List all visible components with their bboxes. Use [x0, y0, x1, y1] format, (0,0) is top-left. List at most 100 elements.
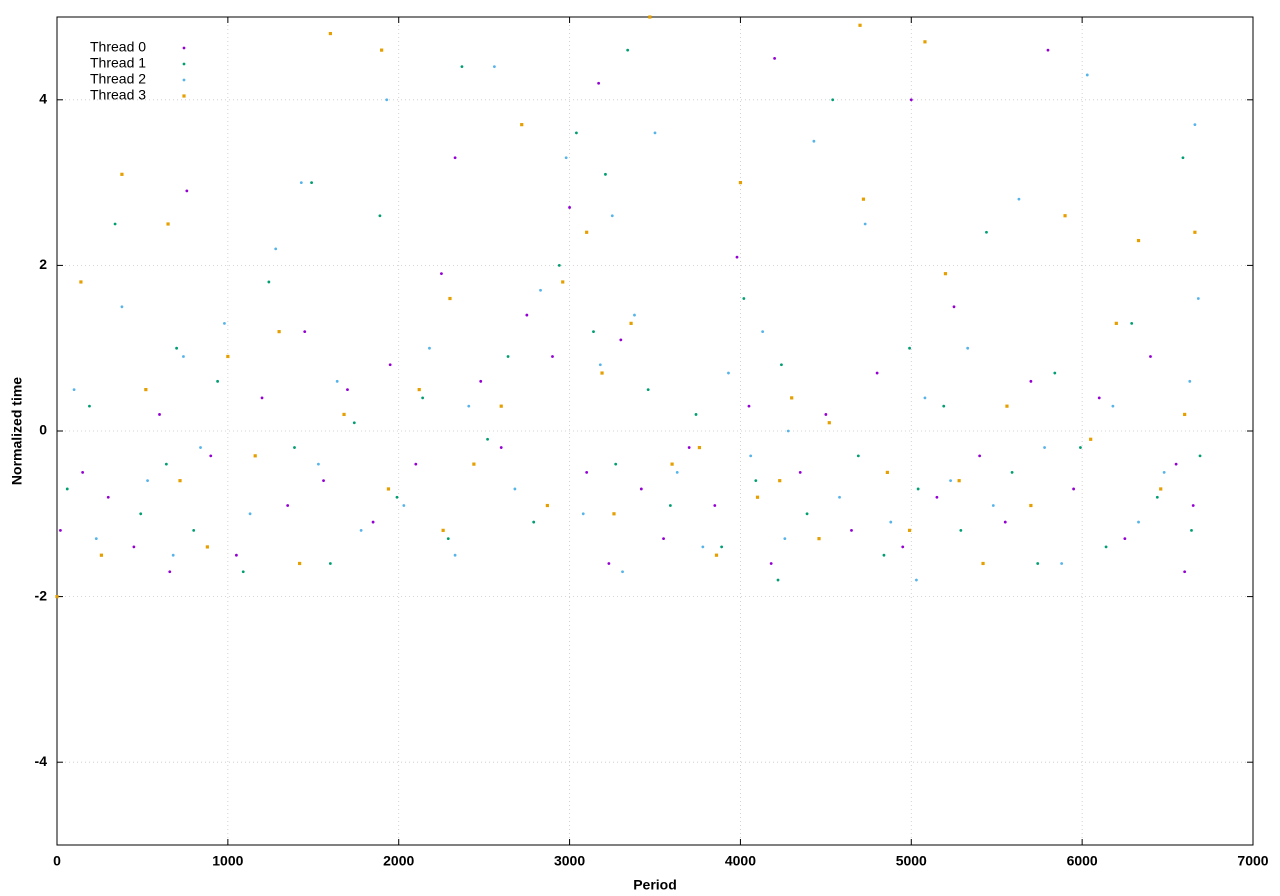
point [168, 570, 172, 574]
point [216, 379, 220, 383]
point [158, 413, 161, 416]
point [773, 57, 776, 60]
point [633, 313, 636, 317]
point [359, 528, 363, 532]
point [639, 487, 643, 491]
legend-marker [182, 62, 186, 66]
point [1010, 471, 1014, 474]
point [1046, 48, 1050, 52]
point [453, 156, 457, 160]
point [1183, 570, 1187, 574]
y-axis-label: Normalized time [9, 377, 25, 485]
point [386, 487, 391, 491]
point [850, 528, 853, 532]
point [525, 313, 529, 317]
point [472, 462, 476, 466]
point [783, 537, 787, 541]
point [385, 98, 389, 102]
point [742, 297, 746, 300]
legend-label: Thread 1 [90, 55, 146, 71]
point [957, 479, 961, 483]
point [568, 206, 571, 209]
x-tick-label: 5000 [896, 853, 927, 869]
point [545, 503, 549, 508]
point [209, 454, 213, 458]
point [113, 222, 117, 226]
point [564, 156, 568, 160]
point [798, 471, 802, 474]
point [585, 471, 589, 474]
legend-label: Thread 2 [90, 71, 146, 87]
point [629, 321, 633, 325]
point [513, 487, 517, 491]
point [226, 354, 230, 359]
point [414, 462, 418, 466]
point [322, 479, 325, 483]
point [448, 296, 452, 301]
x-axis-label: Period [633, 877, 677, 893]
legend-label: Thread 0 [90, 39, 146, 55]
point [467, 404, 471, 408]
point [694, 413, 698, 416]
point [621, 570, 624, 574]
point [648, 15, 652, 19]
point [675, 471, 679, 474]
point [1191, 504, 1195, 507]
point [952, 305, 956, 309]
x-tick-label: 1000 [212, 853, 243, 869]
y-tick-label: 4 [39, 91, 47, 107]
point [539, 288, 542, 292]
point [146, 479, 149, 483]
point [901, 545, 905, 549]
point [619, 338, 623, 342]
point [342, 412, 346, 417]
point [395, 495, 399, 499]
point [1130, 321, 1134, 325]
point [185, 189, 189, 193]
legend-marker [182, 46, 186, 50]
legend-label: Thread 3 [90, 87, 146, 103]
point [875, 371, 879, 375]
point [378, 214, 382, 218]
point [1188, 379, 1192, 383]
point [1104, 545, 1108, 549]
point [959, 528, 963, 532]
point [985, 230, 988, 234]
point [747, 404, 751, 408]
point [453, 553, 457, 557]
point [486, 437, 489, 441]
point [805, 512, 809, 516]
point [769, 562, 773, 565]
point [1111, 404, 1115, 408]
point [298, 561, 302, 566]
point [662, 537, 665, 541]
point [1137, 520, 1140, 524]
point [346, 388, 349, 391]
point [520, 123, 524, 127]
point [1190, 528, 1193, 532]
point [310, 181, 313, 185]
point [1097, 396, 1101, 400]
point [1017, 197, 1021, 201]
point [827, 421, 831, 425]
point [915, 578, 918, 582]
x-tick-label: 3000 [554, 853, 585, 869]
point [1196, 297, 1200, 300]
point [909, 98, 913, 102]
point [780, 363, 783, 367]
point [205, 545, 209, 549]
point [858, 23, 862, 27]
point [1085, 73, 1089, 77]
point [532, 520, 536, 524]
point [592, 330, 595, 334]
point [81, 471, 85, 474]
point [492, 65, 496, 69]
point [581, 512, 585, 516]
point [1193, 230, 1197, 234]
point [79, 280, 83, 284]
point [106, 495, 110, 499]
point [241, 570, 245, 574]
point [1181, 156, 1185, 160]
point [506, 355, 510, 358]
point [923, 40, 927, 44]
